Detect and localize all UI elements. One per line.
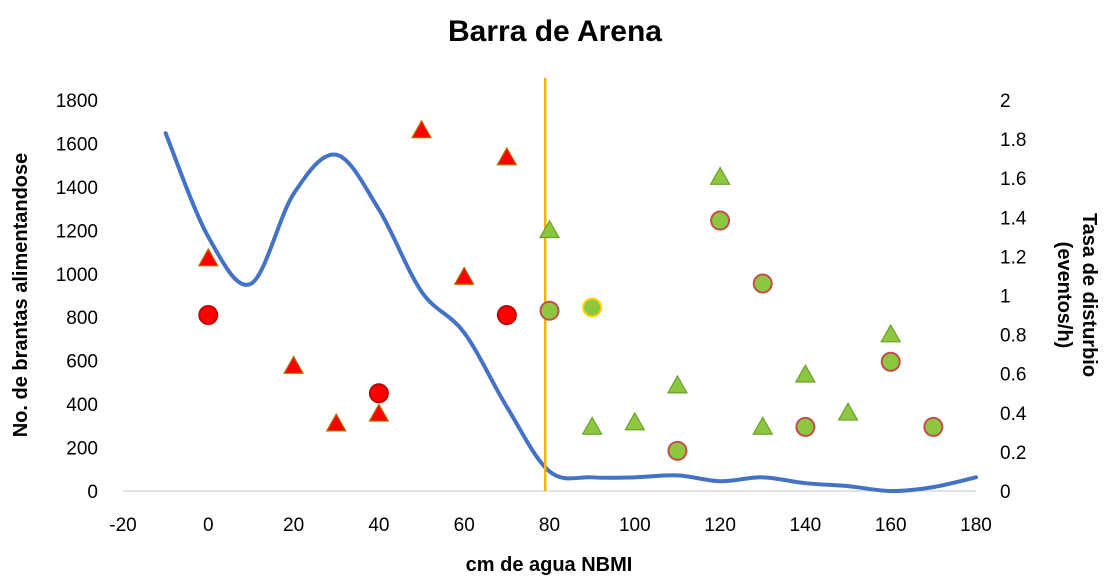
scatter-point-triangle [496, 146, 518, 166]
y-tick-label: 1200 [56, 221, 98, 242]
y2-tick-label: 1.2 [1000, 247, 1026, 268]
scatter-point-triangle [624, 411, 646, 431]
scatter-point-circle [368, 383, 389, 404]
x-tick-label: 140 [790, 515, 822, 536]
scatter-point-triangle [411, 119, 433, 139]
scatter-point-triangle [368, 403, 390, 422]
y-tick-label: 600 [66, 352, 98, 373]
scatter-point-circle [539, 300, 560, 321]
y-tick-label: 800 [66, 308, 98, 329]
x-tick-label: 160 [875, 515, 907, 536]
y-tick-label: 1600 [56, 134, 98, 155]
y-tick-label: 0 [87, 482, 98, 503]
y2-tick-label: 0.6 [1000, 365, 1026, 386]
x-tick-label: 80 [539, 515, 560, 536]
scatter-point-circle [710, 210, 731, 231]
scatter-point-triangle [880, 323, 902, 343]
y-tick-label: 1000 [56, 265, 98, 286]
y2-tick-label: 1 [1000, 287, 1011, 308]
y-axis-title: No. de brantas alimentandose [10, 153, 32, 438]
y2-tick-label: 1.8 [1000, 130, 1026, 151]
x-tick-label: -20 [109, 515, 136, 536]
y-tick-label: 1800 [56, 91, 98, 112]
y2-tick-labels: 0 0.2 0.4 0.6 0.8 1 1.2 1.4 1.6 1.8 2 [1000, 91, 1027, 503]
scatter-point-triangle [197, 247, 219, 267]
scatter-point-triangle [453, 266, 475, 285]
plot-series [163, 78, 978, 494]
scatter-point-circle [880, 351, 901, 372]
scatter-point-triangle [752, 416, 774, 435]
scatter-point-triangle [538, 219, 561, 239]
scatter-point-circle [923, 416, 944, 437]
y2-tick-label: 1.6 [1000, 169, 1026, 190]
y2-tick-label: 1.4 [1000, 208, 1027, 229]
x-tick-label: 20 [283, 515, 304, 536]
x-tick-label: 0 [203, 515, 214, 536]
x-tick-label: 40 [368, 515, 389, 536]
x-tick-labels: -20 0 20 40 60 80 100 120 140 160 180 [109, 515, 992, 536]
y-tick-label: 1400 [56, 178, 98, 199]
y2-tick-label: 2 [1000, 91, 1011, 112]
scatter-point-triangle [581, 416, 603, 435]
x-axis-title: cm de agua NBMI [466, 554, 633, 576]
y2-tick-label: 0.8 [1000, 326, 1026, 347]
scatter-point-circle [582, 297, 603, 318]
y-tick-labels: 0 200 400 600 800 1000 1200 1400 1600 1800 [56, 91, 98, 503]
scatter-point-triangle [666, 374, 688, 394]
scatter-point-circle [752, 273, 773, 294]
y2-tick-label: 0 [1000, 482, 1011, 503]
x-tick-label: 120 [704, 515, 736, 536]
scatter-point-circle [496, 305, 517, 326]
x-tick-label: 180 [960, 515, 992, 536]
scatter-point-circle [795, 416, 816, 437]
disturbance-rate-line [163, 131, 978, 494]
x-tick-label: 100 [619, 515, 651, 536]
y-tick-label: 200 [66, 439, 98, 460]
scatter-point-triangle [794, 363, 816, 383]
scatter-point-triangle [837, 401, 859, 421]
y2-tick-label: 0.4 [1000, 404, 1027, 425]
scatter-point-triangle [283, 355, 305, 374]
scatter-point-circle [667, 440, 688, 461]
x-tick-label: 60 [454, 515, 475, 536]
scatter-point-triangle [709, 166, 731, 185]
y2-tick-label: 0.2 [1000, 443, 1026, 464]
scatter-point-triangle [325, 412, 347, 432]
y-tick-label: 400 [66, 395, 98, 416]
scatter-point-circle [198, 305, 219, 326]
y2-axis-title-line1: Tasa de disturbio [1078, 213, 1100, 377]
y2-axis-title-line2: (eventos/h) [1053, 242, 1075, 349]
chart-title: Barra de Arena [448, 15, 662, 48]
